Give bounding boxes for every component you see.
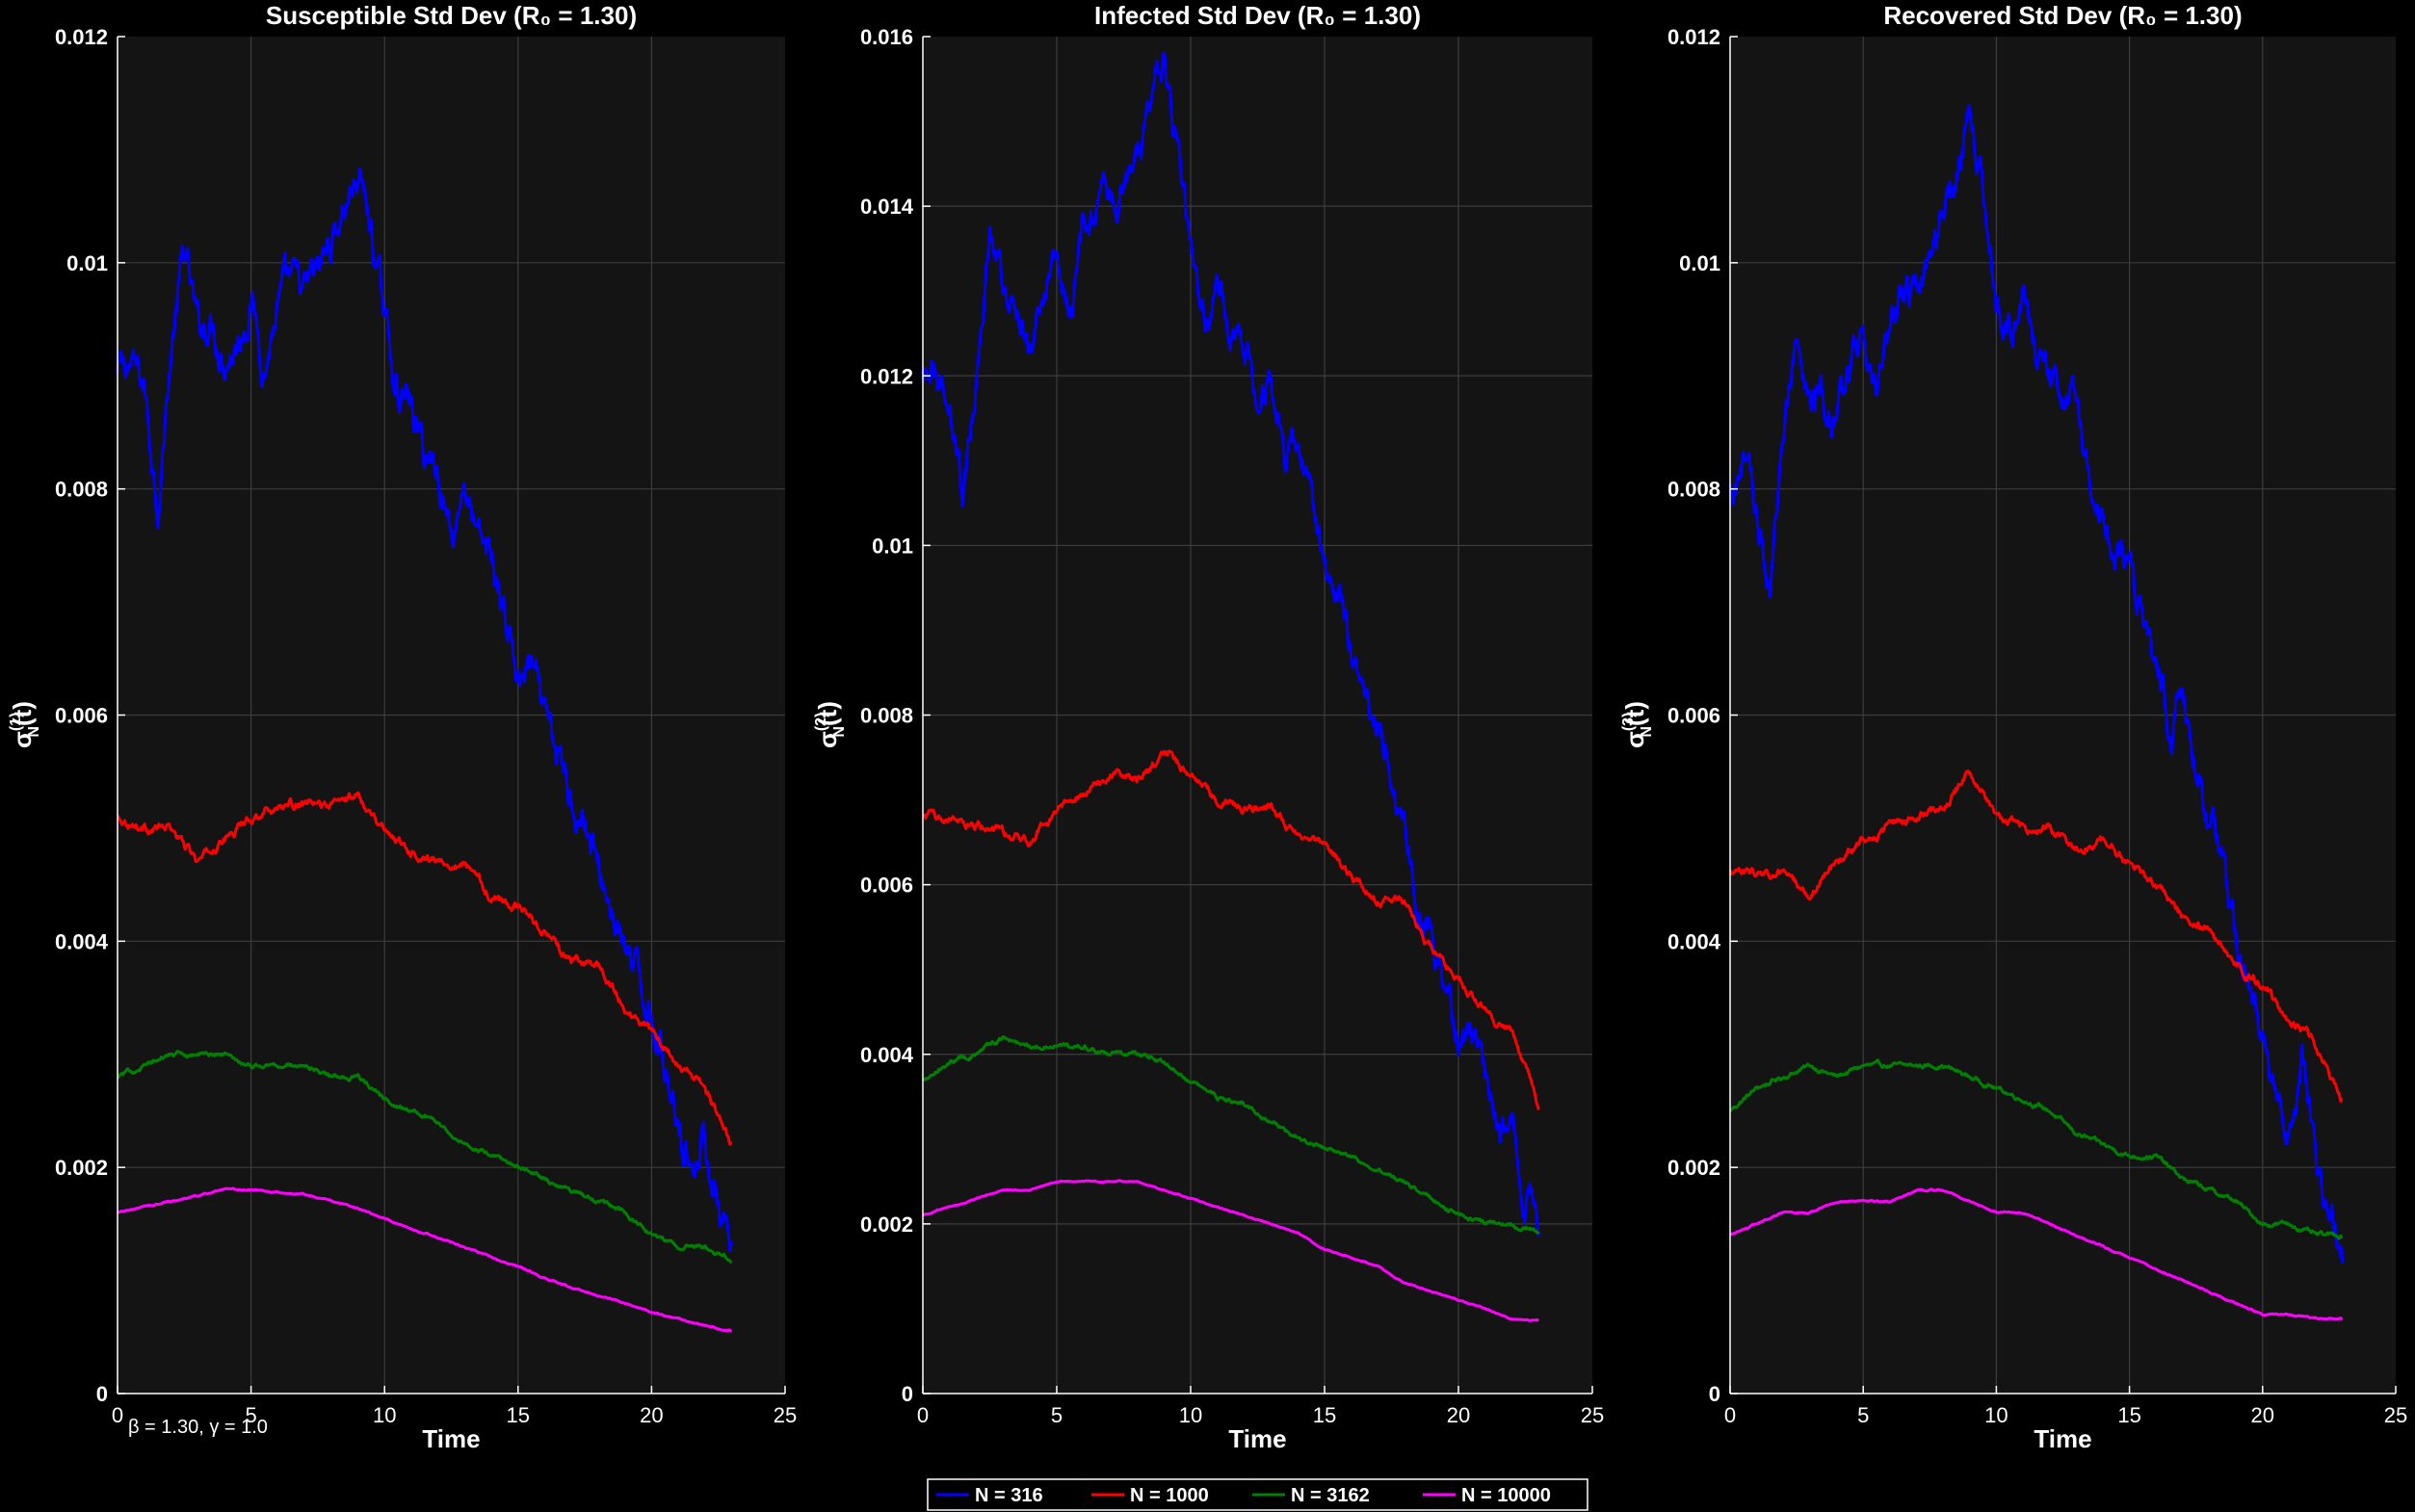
recovered-x-tick-label: 20 — [2251, 1403, 2274, 1427]
susceptible-y-tick-label: 0 — [96, 1382, 108, 1406]
infected-y-tick-label: 0 — [902, 1382, 913, 1406]
recovered-y-tick-label: 0.01 — [1679, 251, 1720, 275]
susceptible-y-tick-label: 0.012 — [55, 25, 108, 49]
legend-items: N = 316 N = 1000 N = 3162 N = 10000 — [936, 1485, 1551, 1506]
susceptible-y-tick-label: 0.004 — [55, 929, 109, 953]
infected-y-tick-label: 0.006 — [860, 873, 913, 898]
infected-x-tick-label: 0 — [917, 1403, 929, 1427]
susceptible-y-tick-label: 0.01 — [66, 251, 108, 275]
susceptible-series-n-1000 — [117, 791, 733, 1146]
susceptible-y-tick-label: 0.006 — [55, 704, 108, 728]
infected-x-tick-label: 5 — [1051, 1403, 1063, 1427]
legend-label: N = 10000 — [1461, 1485, 1551, 1506]
recovered-series-n-1000 — [1729, 769, 2344, 1103]
recovered-y-tick-label: 0 — [1709, 1382, 1720, 1406]
legend-label: N = 3162 — [1291, 1485, 1370, 1506]
recovered-series-n-316 — [1728, 104, 2345, 1264]
recovered-y-axis-label: σ(3)N(t) — [1620, 701, 1655, 748]
infected-x-tick-label: 15 — [1313, 1403, 1336, 1427]
susceptible-x-tick-label: 10 — [373, 1403, 396, 1427]
legend-label: N = 1000 — [1130, 1485, 1209, 1506]
recovered-chart-title: Recovered Std Dev (R₀ = 1.30) — [1883, 1, 2242, 30]
infected-chart-panel: 0 5 10 15 20 25 0 0.002 0.004 0.006 0.008 0.01 0.012… — [813, 1, 1604, 1453]
recovered-y-tick-label: 0.008 — [1667, 478, 1720, 502]
infected-y-tick-label: 0.008 — [860, 704, 913, 728]
susceptible-y-axis-label: σ(1)N(t) — [8, 701, 42, 748]
infected-x-axis-label: Time — [1228, 1424, 1286, 1453]
susceptible-y-tick-label: 0.002 — [55, 1156, 108, 1180]
infected-y-tick-label: 0.012 — [860, 364, 913, 388]
recovered-y-tick-label: 0.012 — [1667, 25, 1720, 49]
recovered-y-tick-label: 0.002 — [1667, 1156, 1720, 1180]
infected-y-tick-label: 0.016 — [860, 25, 913, 49]
susceptible-x-tick-label: 0 — [112, 1403, 123, 1427]
susceptible-y-tick-label: 0.008 — [55, 478, 108, 502]
recovered-x-tick-label: 0 — [1724, 1403, 1736, 1427]
infected-y-tick-label: 0.01 — [872, 534, 913, 558]
susceptible-x-tick-label: 25 — [774, 1403, 797, 1427]
infected-y-axis-label: σ(2)N(t) — [813, 701, 848, 748]
infected-x-tick-label: 20 — [1447, 1403, 1470, 1427]
susceptible-x-tick-label: 15 — [507, 1403, 530, 1427]
infected-series-n-1000 — [922, 749, 1540, 1110]
infected-x-tick-label: 10 — [1179, 1403, 1202, 1427]
susceptible-series-n-3162 — [116, 1050, 733, 1264]
infected-series-n-316 — [921, 51, 1540, 1237]
recovered-x-tick-label: 10 — [1984, 1403, 2008, 1427]
recovered-x-tick-label: 5 — [1857, 1403, 1869, 1427]
parameter-annotation: β = 1.30, γ = 1.0 — [128, 1417, 268, 1438]
recovered-y-tick-label: 0.004 — [1667, 929, 1721, 953]
susceptible-series-n-10000 — [117, 1186, 733, 1333]
infected-series-n-10000 — [922, 1179, 1539, 1322]
legend: N = 316 N = 1000 N = 3162 N = 10000 — [927, 1478, 1588, 1511]
recovered-chart-panel: 0 5 10 15 20 25 0 0.002 0.004 0.006 0.008 0.01 0.012… — [1620, 1, 2407, 1453]
susceptible-x-tick-label: 5 — [245, 1403, 256, 1427]
legend-label: N = 316 — [975, 1485, 1043, 1506]
susceptible-x-tick-label: 20 — [640, 1403, 663, 1427]
recovered-y-tick-label: 0.006 — [1667, 704, 1720, 728]
recovered-x-tick-label: 25 — [2384, 1403, 2407, 1427]
infected-x-tick-label: 25 — [1581, 1403, 1604, 1427]
infected-y-tick-label: 0.014 — [860, 195, 914, 219]
susceptible-x-axis-label: Time — [422, 1424, 480, 1453]
infected-chart-title: Infected Std Dev (R₀ = 1.30) — [1094, 1, 1421, 30]
infected-y-tick-label: 0.002 — [860, 1212, 913, 1237]
recovered-series-n-3162 — [1729, 1058, 2344, 1240]
susceptible-chart-panel: 0 5 10 15 20 25 0 0.002 0.004 0.006 0.008 0.01 0.012… — [8, 1, 797, 1453]
susceptible-series-n-316 — [116, 168, 734, 1252]
infected-y-tick-label: 0.004 — [860, 1043, 914, 1067]
recovered-series-n-10000 — [1729, 1187, 2344, 1321]
recovered-x-tick-label: 15 — [2117, 1403, 2140, 1427]
recovered-x-axis-label: Time — [2034, 1424, 2091, 1453]
infected-series-n-3162 — [922, 1034, 1540, 1235]
susceptible-chart-title: Susceptible Std Dev (R₀ = 1.30) — [266, 1, 637, 30]
